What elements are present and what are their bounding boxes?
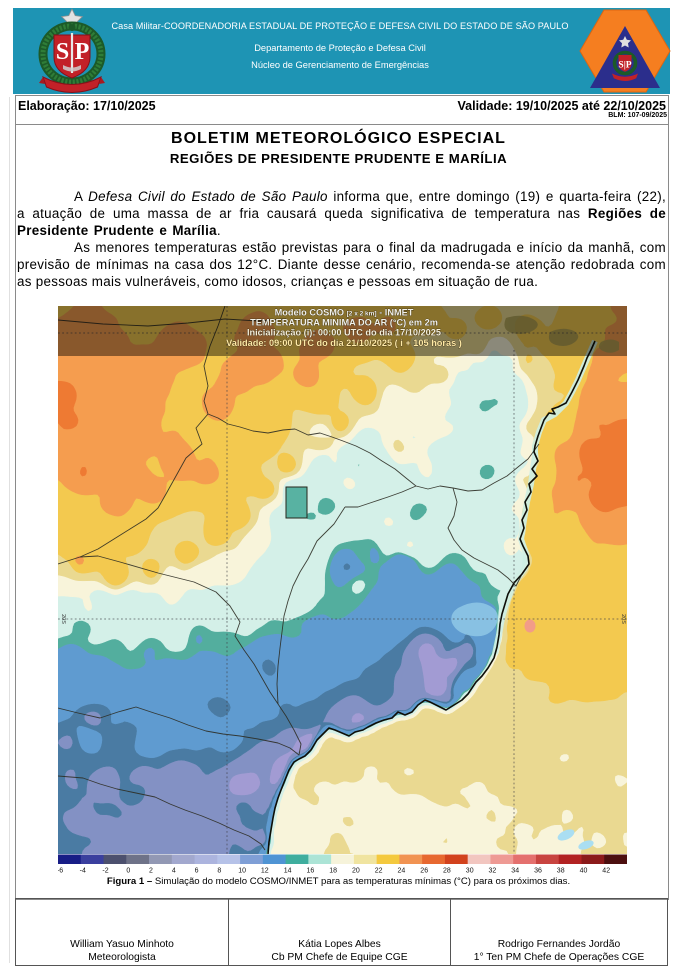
svg-text:24: 24 [398,868,406,875]
svg-text:Inicialização (i): 00:00 UTC d: Inicialização (i): 00:00 UTC do dia 17/1… [247,328,441,338]
svg-text:14: 14 [284,868,292,875]
svg-text:40: 40 [580,868,588,875]
svg-text:2: 2 [149,868,153,875]
svg-text:28: 28 [443,868,451,875]
svg-text:20: 20 [352,868,360,875]
svg-text:Validade: 09:00 UTC do dia 21/: Validade: 09:00 UTC do dia 21/10/2025 ( … [226,338,462,348]
svg-text:4: 4 [172,868,176,875]
svg-text:-6: -6 [58,868,63,875]
svg-text:12: 12 [261,868,269,875]
svg-text:22: 22 [375,868,383,875]
svg-text:10: 10 [238,868,246,875]
svg-text:42: 42 [602,868,610,875]
svg-text:34: 34 [511,868,519,875]
svg-text:-2: -2 [102,868,108,875]
svg-text:P: P [75,39,90,65]
svg-text:16: 16 [307,868,315,875]
svg-text:32: 32 [489,868,497,875]
svg-text:TEMPERATURA MINIMA DO AR (°C): TEMPERATURA MINIMA DO AR (°C) em 2m [250,318,438,328]
svg-text:Modelo COSMO [2 x 2 km] - INME: Modelo COSMO [2 x 2 km] - INMET [275,308,414,318]
svg-text:-4: -4 [80,868,86,875]
svg-text:S|P: S|P [618,61,631,71]
svg-text:20S: 20S [60,614,66,624]
svg-text:26: 26 [420,868,428,875]
svg-text:36: 36 [534,868,542,875]
svg-text:S: S [56,39,69,65]
svg-text:20S: 20S [620,614,626,624]
svg-text:38: 38 [557,868,565,875]
svg-text:8: 8 [217,868,221,875]
svg-text:6: 6 [195,868,199,875]
svg-text:18: 18 [329,868,337,875]
svg-text:30: 30 [466,868,474,875]
svg-text:0: 0 [126,868,130,875]
